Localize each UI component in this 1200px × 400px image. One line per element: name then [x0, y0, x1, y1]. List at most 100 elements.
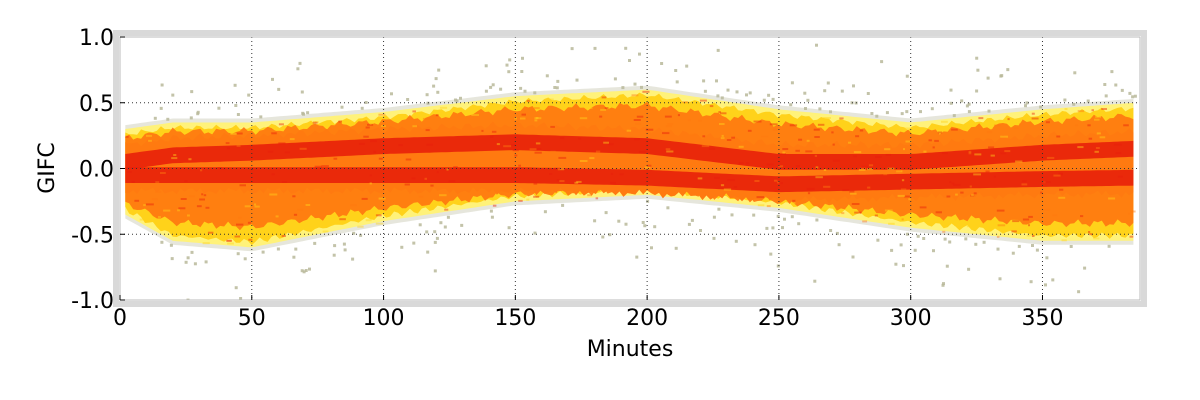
density-streak [766, 163, 774, 166]
outlier-point [621, 86, 625, 90]
density-streak [226, 239, 232, 242]
outlier-point [967, 267, 971, 271]
outlier-point [776, 214, 780, 218]
outlier-point [734, 239, 738, 243]
outlier-point [899, 243, 903, 247]
density-streak [756, 196, 765, 199]
density-streak [184, 180, 188, 183]
density-streak [1000, 152, 1007, 155]
outlier-point [193, 262, 197, 266]
density-streak [953, 183, 961, 186]
density-streak [919, 206, 927, 209]
outlier-point [628, 59, 631, 62]
density-streak [278, 123, 284, 126]
density-streak [1077, 146, 1084, 149]
density-streak [502, 188, 507, 191]
outlier-point [826, 81, 830, 85]
density-streak [988, 146, 995, 149]
density-streak [139, 218, 143, 221]
outlier-point [716, 94, 720, 98]
density-streak [313, 121, 316, 124]
outlier-point [523, 89, 527, 93]
density-streak [1091, 109, 1094, 112]
outlier-point [433, 230, 437, 234]
density-streak [778, 165, 784, 168]
density-streak [1013, 127, 1019, 130]
outlier-point [159, 106, 163, 110]
density-streak [366, 156, 370, 159]
density-streak [188, 158, 192, 161]
outlier-point [489, 209, 493, 213]
density-streak [297, 208, 304, 211]
density-streak [1123, 124, 1129, 127]
outlier-point [601, 235, 605, 239]
density-streak [704, 135, 708, 138]
density-streak [269, 193, 278, 196]
density-streak [667, 123, 674, 126]
density-streak [369, 174, 372, 177]
outlier-point [443, 225, 447, 229]
y-tick-label: -0.5 [71, 223, 114, 248]
outlier-point [459, 96, 462, 100]
density-streak [854, 211, 862, 214]
density-streak [814, 136, 820, 138]
density-streak [205, 206, 210, 209]
outlier-point [412, 241, 416, 245]
outlier-point [976, 68, 980, 72]
outlier-point [1000, 74, 1004, 78]
density-streak [1080, 215, 1084, 218]
outlier-point [276, 247, 280, 251]
density-streak [842, 189, 850, 192]
density-streak [1129, 235, 1134, 238]
density-streak [858, 168, 866, 171]
density-streak [526, 198, 530, 201]
density-streak [708, 147, 716, 150]
density-streak [814, 154, 817, 157]
density-streak [148, 139, 152, 142]
outlier-point [300, 269, 304, 273]
density-streak [823, 117, 831, 119]
density-streak [1074, 124, 1079, 127]
density-streak [633, 119, 641, 121]
density-streak [682, 101, 688, 104]
outlier-point [1025, 101, 1029, 105]
outlier-point [333, 244, 337, 248]
density-streak [1058, 196, 1066, 199]
density-streak [951, 128, 958, 131]
density-streak [599, 115, 603, 118]
density-streak [900, 188, 907, 191]
outlier-point [484, 64, 488, 68]
density-streak [849, 190, 855, 193]
density-streak [143, 204, 146, 207]
density-streak [422, 117, 430, 120]
outlier-point [1006, 68, 1010, 72]
outlier-point [170, 257, 174, 261]
density-streak [1128, 212, 1131, 215]
density-streak [430, 184, 434, 187]
density-streak [993, 175, 996, 178]
outlier-point [823, 89, 827, 93]
outlier-point [171, 93, 175, 97]
x-axis: 0 50 100 150 200 250 300 350 [113, 295, 1063, 331]
density-streak [281, 235, 286, 237]
density-streak [162, 142, 167, 145]
density-streak [375, 222, 384, 225]
outlier-point [804, 107, 807, 110]
y-tick-label: 1.0 [79, 26, 114, 51]
density-streak [587, 194, 592, 197]
outlier-point [674, 246, 678, 250]
density-streak [901, 179, 905, 182]
density-streak [534, 117, 542, 120]
density-streak [314, 165, 322, 168]
outlier-point [835, 231, 839, 235]
density-streak [496, 143, 500, 146]
outlier-point [189, 116, 193, 120]
density-streak [244, 205, 251, 208]
density-streak [554, 167, 561, 170]
density-streak [885, 153, 892, 156]
density-streak [1094, 150, 1099, 153]
density-streak [518, 199, 523, 202]
density-streak [312, 121, 318, 124]
outlier-point [1031, 244, 1034, 247]
density-streak [855, 135, 860, 138]
